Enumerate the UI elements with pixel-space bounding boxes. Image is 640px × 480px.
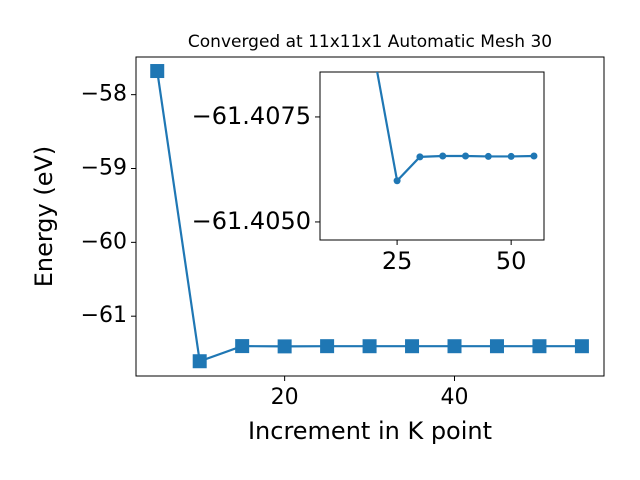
marker bbox=[484, 152, 492, 160]
marker bbox=[489, 339, 504, 354]
series bbox=[150, 64, 589, 369]
marker bbox=[277, 339, 292, 354]
marker bbox=[150, 64, 165, 79]
y-tick-label: −61.4050 bbox=[192, 207, 311, 235]
marker bbox=[192, 354, 207, 369]
marker bbox=[447, 339, 462, 354]
y-tick-label: −60 bbox=[81, 229, 127, 254]
x-tick-label: 20 bbox=[271, 385, 299, 410]
marker bbox=[530, 152, 538, 160]
marker bbox=[416, 153, 424, 161]
marker bbox=[320, 339, 335, 354]
y-tick-label: −61.4075 bbox=[192, 102, 311, 130]
marker bbox=[507, 152, 515, 160]
marker bbox=[405, 339, 420, 354]
marker bbox=[532, 339, 547, 354]
x-tick-label: 50 bbox=[496, 247, 527, 275]
x-tick-label: 40 bbox=[441, 385, 469, 410]
marker bbox=[439, 152, 447, 160]
chart-title: Converged at 11x11x1 Automatic Mesh 30 bbox=[188, 32, 552, 52]
y-tick-label: −58 bbox=[81, 82, 127, 107]
series bbox=[376, 72, 538, 185]
x-tick-label: 25 bbox=[382, 247, 413, 275]
marker bbox=[462, 152, 470, 160]
marker bbox=[362, 339, 377, 354]
y-tick-label: −59 bbox=[81, 156, 127, 181]
y-tick-label: −61 bbox=[81, 303, 127, 328]
marker bbox=[393, 177, 401, 185]
y-axis-label: Energy (eV) bbox=[30, 146, 58, 288]
marker bbox=[574, 339, 589, 354]
line bbox=[376, 72, 534, 184]
x-axis-label: Increment in K point bbox=[248, 417, 492, 445]
marker bbox=[235, 339, 250, 354]
